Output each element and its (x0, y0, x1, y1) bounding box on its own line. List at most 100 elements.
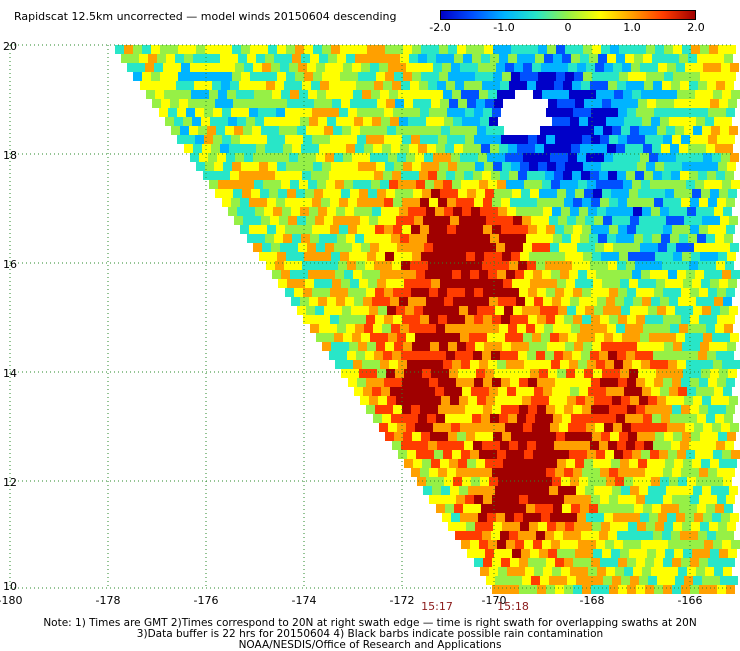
swath-cell (289, 63, 298, 72)
swath-cell (668, 90, 677, 99)
swath-cell (647, 369, 656, 378)
swath-cell (331, 45, 340, 54)
swath-cell (625, 144, 634, 153)
swath-cell (441, 126, 450, 135)
swath-cell (671, 171, 680, 180)
swath-cell (395, 369, 404, 378)
swath-cell (672, 405, 681, 414)
swath-cell (645, 135, 654, 144)
swath-cell (706, 504, 715, 513)
swath-cell (640, 513, 649, 522)
swath-cell (632, 540, 641, 549)
swath-cell (627, 288, 636, 297)
swath-cell (690, 558, 699, 567)
swath-cell (603, 486, 612, 495)
swath-cell (456, 315, 465, 324)
swath-cell (597, 117, 606, 126)
swath-cell (433, 153, 442, 162)
swath-cell (541, 513, 550, 522)
swath-cell (576, 126, 585, 135)
swath-cell (421, 342, 430, 351)
swath-cell (193, 54, 202, 63)
swath-cell (615, 297, 624, 306)
swath-cell (679, 324, 688, 333)
swath-cell (663, 558, 672, 567)
swath-cell (358, 252, 367, 261)
swath-cell (280, 153, 289, 162)
swath-cell (625, 324, 634, 333)
swath-cell (478, 513, 487, 522)
swath-cell (528, 288, 537, 297)
swath-cell (209, 90, 218, 99)
swath-cell (152, 99, 161, 108)
swath-cell (551, 450, 560, 459)
swath-cell (536, 441, 545, 450)
swath-cell (316, 63, 325, 72)
swath-cell (673, 252, 682, 261)
swath-cell (190, 153, 199, 162)
swath-cell (478, 153, 487, 162)
swath-cell (154, 63, 163, 72)
swath-cell (655, 342, 664, 351)
swath-cell (679, 414, 688, 423)
swath-cell (385, 72, 394, 81)
swath-cell (630, 216, 639, 225)
swath-cell (720, 576, 729, 585)
swath-cell (284, 81, 293, 90)
swath-cell (263, 180, 272, 189)
swath-cell (654, 558, 663, 567)
swath-cell (453, 297, 462, 306)
swath-cell (387, 216, 396, 225)
swath-cell (668, 270, 677, 279)
swath-cell (702, 216, 711, 225)
swath-cell (520, 252, 529, 261)
swath-cell (654, 288, 663, 297)
swath-cell (474, 288, 483, 297)
swath-cell (729, 486, 738, 495)
swath-cell (555, 405, 564, 414)
swath-cell (418, 54, 427, 63)
swath-cell (506, 180, 515, 189)
swath-cell (441, 486, 450, 495)
swath-cell (652, 54, 661, 63)
swath-cell (271, 63, 280, 72)
swath-cell (716, 81, 725, 90)
swath-cell (546, 558, 555, 567)
swath-cell (484, 522, 493, 531)
swath-cell (515, 180, 524, 189)
swath-cell (243, 126, 252, 135)
swath-cell (447, 135, 456, 144)
swath-cell (684, 486, 693, 495)
swath-cell (575, 189, 584, 198)
swath-cell (204, 135, 213, 144)
swath-cell (699, 198, 708, 207)
swath-cell (724, 144, 733, 153)
swath-cell (659, 180, 668, 189)
swath-cell (703, 243, 712, 252)
swath-cell (224, 189, 233, 198)
swath-cell (496, 243, 505, 252)
swath-cell (542, 90, 551, 99)
swath-cell (707, 261, 716, 270)
swath-cell (382, 414, 391, 423)
swath-cell (600, 108, 609, 117)
swath-cell (524, 450, 533, 459)
swath-cell (705, 567, 714, 576)
swath-cell (501, 225, 510, 234)
swath-cell (550, 513, 559, 522)
swath-cell (503, 549, 512, 558)
swath-cell (522, 396, 531, 405)
swath-cell (518, 261, 527, 270)
swath-cell (605, 90, 614, 99)
swath-cell (555, 225, 564, 234)
swath-cell (586, 153, 595, 162)
swath-cell (464, 261, 473, 270)
swath-cell (170, 99, 179, 108)
swath-cell (445, 414, 454, 423)
swath-cell (444, 297, 453, 306)
swath-cell (337, 324, 346, 333)
swath-cell (166, 54, 175, 63)
swath-cell (313, 72, 322, 81)
swath-cell (676, 243, 685, 252)
swath-cell (669, 567, 678, 576)
